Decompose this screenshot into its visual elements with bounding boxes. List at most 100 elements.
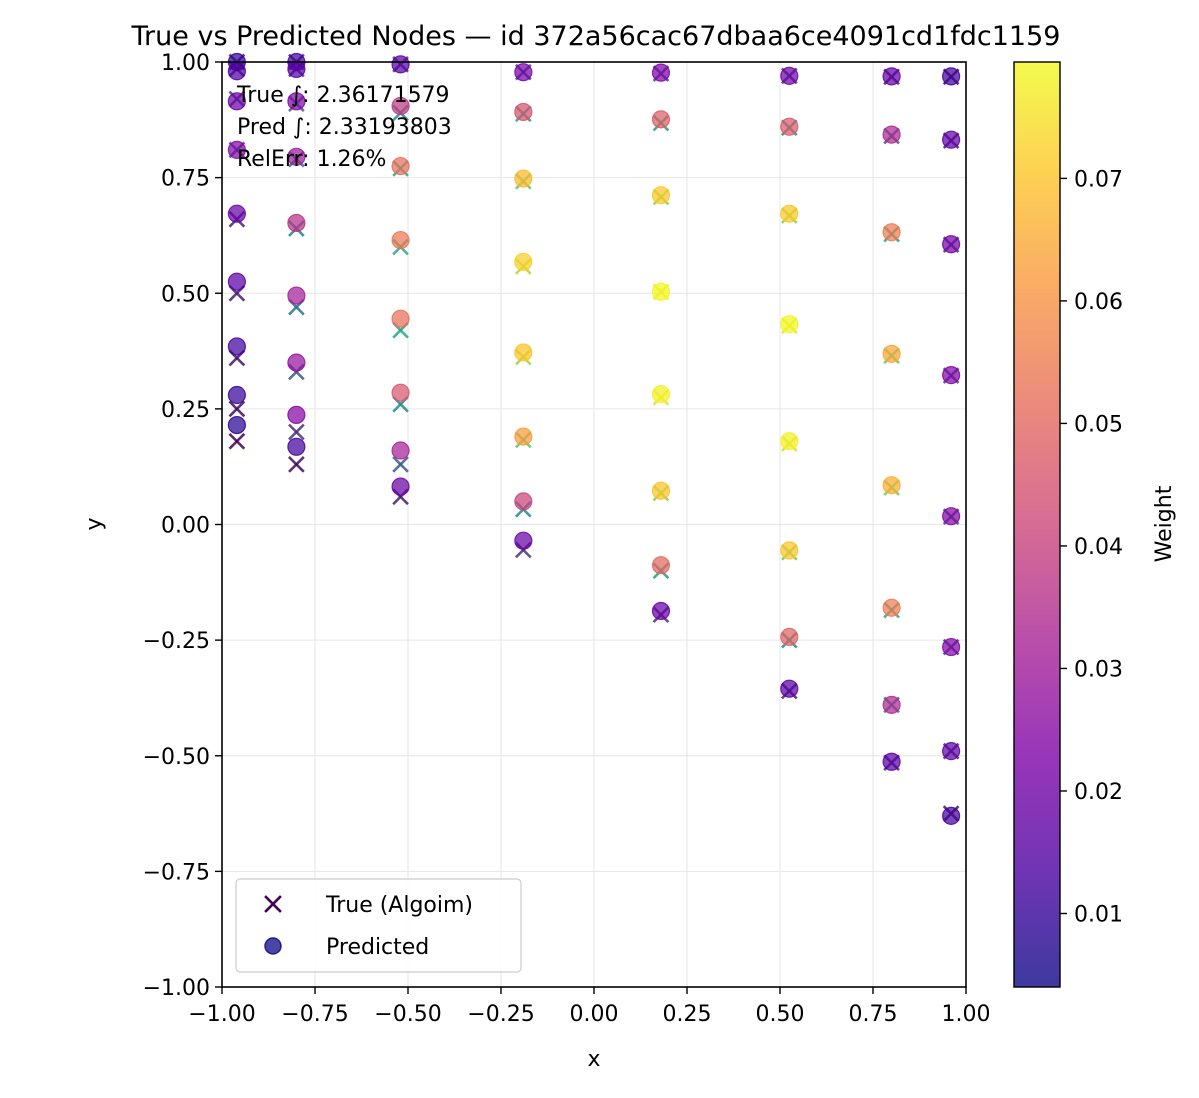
predicted-node-marker: [514, 63, 533, 82]
predicted-node-marker: [227, 385, 246, 405]
series-predicted: [227, 52, 961, 825]
predicted-node-marker: [942, 235, 961, 254]
predicted-node-marker: [287, 353, 306, 372]
predicted-node-marker: [882, 67, 901, 86]
colorbar-frame: [1013, 61, 1061, 988]
predicted-node-marker: [780, 204, 799, 223]
predicted-node-marker: [882, 344, 901, 363]
predicted-node-marker: [391, 383, 410, 402]
x-tick-label: −0.50: [374, 1002, 441, 1027]
predicted-node-marker: [780, 117, 799, 136]
predicted-node-marker: [227, 337, 246, 356]
predicted-node-marker: [651, 186, 671, 205]
y-tick-label: 0.25: [161, 398, 210, 423]
legend: True (Algoim) Predicted: [235, 878, 522, 973]
legend-predicted-label: Predicted: [326, 935, 429, 960]
predicted-node-marker: [942, 507, 961, 526]
predicted-node-marker: [651, 384, 671, 404]
x-tick-label: 1.00: [942, 1002, 991, 1027]
predicted-node-marker: [942, 67, 961, 86]
x-tick-label: −0.25: [467, 1002, 534, 1027]
grid: [221, 61, 967, 988]
predicted-node-marker: [882, 223, 901, 242]
predicted-node-marker: [780, 679, 799, 698]
colorbar-ticks: 0.01 0.02 0.03 0.04 0.05 0.06 0.07: [1060, 167, 1123, 927]
predicted-node-marker: [651, 110, 671, 129]
predicted-node-marker: [942, 366, 961, 385]
true-node-marker: [288, 423, 305, 441]
predicted-node-marker: [651, 601, 671, 621]
predicted-node-marker: [287, 147, 306, 166]
y-tick-label: −0.75: [143, 860, 210, 885]
colorbar-tick-label: 0.02: [1074, 780, 1123, 805]
colorbar-tick-label: 0.07: [1074, 167, 1123, 192]
colorbar-tick-label: 0.06: [1074, 290, 1123, 315]
predicted-node-marker: [391, 309, 410, 328]
colorbar-gradient: [1014, 62, 1060, 987]
colorbar-tick-label: 0.04: [1074, 535, 1123, 560]
y-tick-label: 0.00: [161, 514, 210, 539]
predicted-node-marker: [882, 476, 901, 495]
legend-true-label: True (Algoim): [325, 893, 473, 918]
predicted-node-marker: [780, 66, 799, 85]
colorbar-tick-label: 0.05: [1074, 412, 1123, 437]
predicted-node-marker: [942, 637, 961, 657]
predicted-node-marker: [391, 55, 410, 74]
predicted-node-marker: [514, 343, 533, 362]
predicted-node-marker: [514, 531, 533, 550]
predicted-node-marker: [287, 92, 306, 111]
y-axis-ticks: −1.00 −0.75 −0.50 −0.25 0.00 0.25 0.50 0.75 1.00: [143, 51, 222, 1001]
colorbar: 0.01 0.02 0.03 0.04 0.05 0.06 0.07 Weight: [1013, 61, 1177, 988]
predicted-node-marker: [514, 102, 533, 122]
predicted-node-marker: [942, 806, 961, 825]
predicted-node-marker: [882, 752, 901, 771]
predicted-node-marker: [942, 130, 961, 149]
x-axis-label: x: [587, 1047, 600, 1072]
predicted-node-marker: [882, 598, 901, 617]
x-tick-label: −1.00: [188, 1002, 255, 1027]
predicted-node-marker: [391, 230, 410, 250]
true-node-marker: [228, 432, 246, 450]
x-axis-ticks: −1.00 −0.75 −0.50 −0.25 0.00 0.25 0.50 0.75 1.00: [188, 987, 990, 1027]
y-tick-label: 0.75: [161, 167, 210, 192]
predicted-node-marker: [391, 96, 410, 116]
legend-predicted-marker: [264, 937, 282, 955]
predicted-node-marker: [651, 556, 671, 575]
true-integral-text: True ∫: 2.36171579: [236, 83, 450, 108]
x-tick-label: 0.00: [570, 1002, 619, 1027]
predicted-node-marker: [514, 252, 533, 271]
colorbar-label: Weight: [1152, 485, 1177, 562]
integral-annotation: True ∫: 2.36171579 Pred ∫: 2.33193803 Re…: [236, 83, 452, 172]
predicted-node-marker: [227, 204, 246, 223]
predicted-node-marker: [287, 437, 306, 456]
x-tick-label: −0.75: [281, 1002, 348, 1027]
predicted-node-marker: [227, 415, 246, 435]
colorbar-tick-label: 0.01: [1074, 902, 1123, 927]
predicted-node-marker: [514, 169, 533, 188]
y-tick-label: −0.50: [143, 745, 210, 770]
predicted-node-marker: [651, 282, 671, 301]
predicted-node-marker: [882, 125, 901, 144]
true-node-marker: [392, 456, 409, 473]
predicted-node-marker: [227, 140, 246, 159]
chart-title: True vs Predicted Nodes — id 372a56cac67…: [131, 21, 1061, 52]
predicted-node-marker: [287, 213, 306, 233]
predicted-node-marker: [287, 59, 306, 79]
x-tick-label: 0.25: [663, 1002, 712, 1027]
predicted-node-marker: [227, 272, 246, 291]
colorbar-tick-label: 0.03: [1074, 657, 1123, 682]
predicted-node-marker: [651, 63, 671, 82]
predicted-node-marker: [391, 156, 410, 176]
legend-box: [235, 878, 522, 973]
y-tick-label: −1.00: [143, 976, 210, 1001]
pred-integral-text: Pred ∫: 2.33193803: [237, 115, 452, 140]
predicted-node-marker: [227, 92, 246, 111]
predicted-node-marker: [514, 427, 533, 446]
predicted-node-marker: [227, 62, 246, 81]
predicted-node-marker: [514, 492, 533, 511]
predicted-node-marker: [780, 432, 799, 451]
rel-err-text: RelErr: 1.26%: [237, 147, 386, 172]
predicted-node-marker: [780, 541, 799, 560]
predicted-node-marker: [651, 481, 671, 500]
